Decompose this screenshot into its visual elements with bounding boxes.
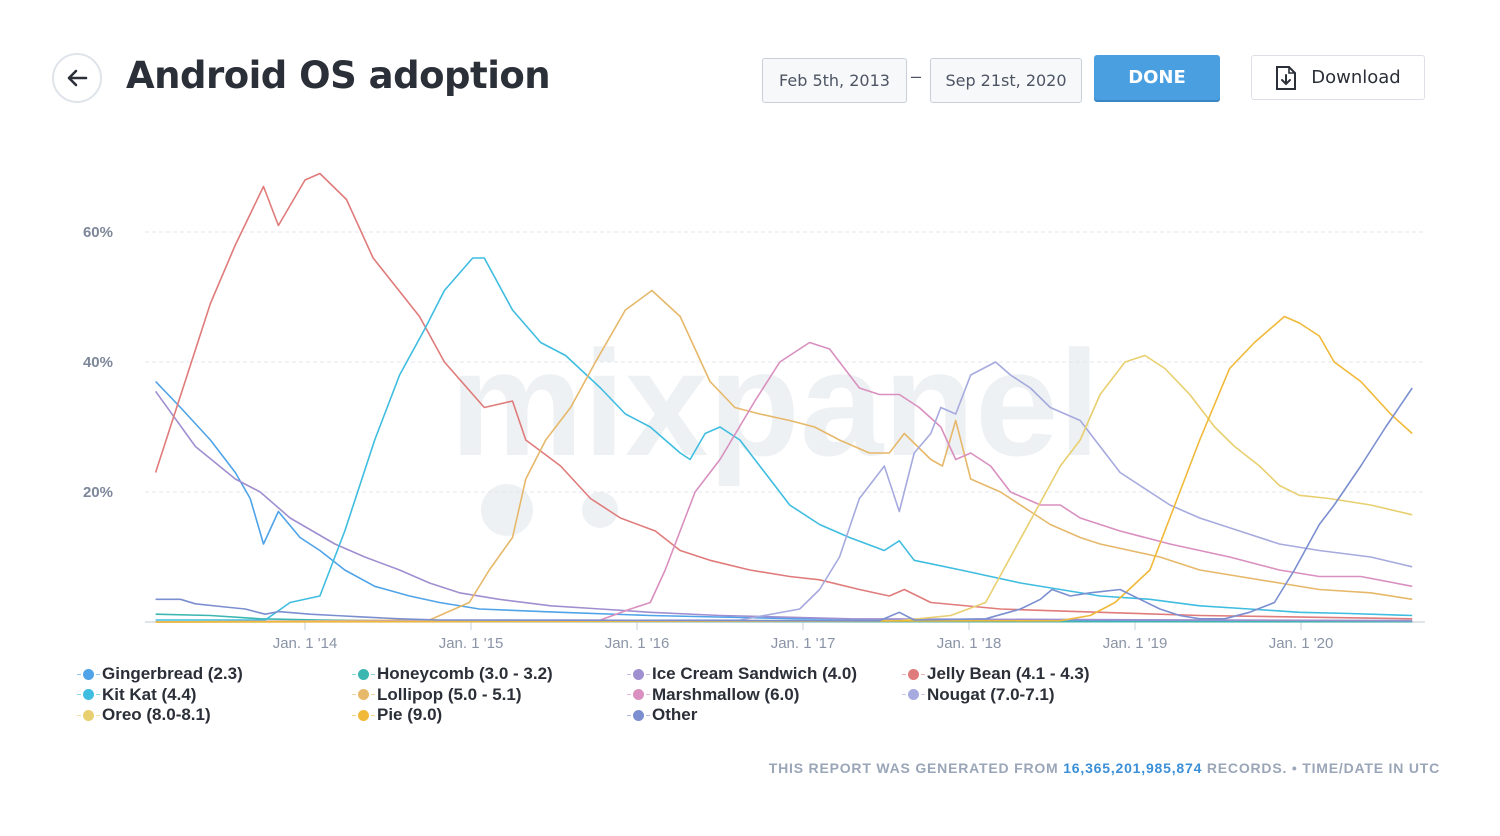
legend-item[interactable]: Ice Cream Sandwich (4.0) (627, 664, 858, 684)
x-tick-label: Jan. 1 '14 (273, 635, 338, 652)
watermark-logo: mixpanel (450, 319, 1100, 487)
x-tick-label: Jan. 1 '18 (937, 635, 1002, 652)
legend-item[interactable]: Marshmallow (6.0) (627, 684, 800, 705)
series-line-jelly[interactable] (154, 172, 1413, 620)
footer-prefix: THIS REPORT WAS GENERATED FROM (768, 760, 1064, 776)
legend-label: Marshmallow (6.0) (652, 684, 800, 704)
legend-dot-icon (627, 709, 650, 721)
date-to-input[interactable]: Sep 21st, 2020 (930, 58, 1082, 103)
series-line-oreo[interactable] (155, 354, 1413, 623)
page-title: Android OS adoption (126, 54, 551, 97)
legend-item[interactable]: Pie (9.0) (352, 705, 443, 725)
legend-dot-icon (627, 689, 650, 700)
legend-dot-icon (352, 668, 375, 680)
legend-label: Nougat (7.0-7.1) (927, 684, 1055, 704)
download-file-icon (1276, 65, 1297, 90)
legend-label: Oreo (8.0-8.1) (102, 705, 211, 724)
report-footer: THIS REPORT WAS GENERATED FROM 16,365,20… (769, 760, 1440, 776)
legend-label: Jelly Bean (4.1 - 4.3) (927, 664, 1090, 683)
series-line-kit[interactable] (155, 257, 1413, 621)
series-line-ice[interactable] (154, 390, 1413, 622)
y-tick-label: 60% (83, 224, 113, 241)
series-line-gingerbread[interactable] (155, 380, 1413, 622)
legend-dot-icon (902, 689, 925, 700)
watermark-dot (582, 492, 618, 528)
series-line-lollipop[interactable] (155, 289, 1413, 623)
y-tick-label: 20% (83, 484, 113, 501)
legend-item[interactable]: Oreo (8.0-8.1) (77, 705, 211, 725)
back-button[interactable] (52, 53, 102, 103)
arrow-left-icon (67, 69, 88, 87)
series-line-nougat[interactable] (155, 361, 1413, 623)
legend-label: Kit Kat (4.4) (102, 684, 197, 704)
download-label: Download (1311, 67, 1401, 88)
footer-suffix: RECORDS. • TIME/DATE IN UTC (1202, 760, 1440, 776)
legend-item[interactable]: Nougat (7.0-7.1) (902, 684, 1055, 705)
date-separator: – (911, 66, 922, 86)
legend-item[interactable]: Honeycomb (3.0 - 3.2) (352, 664, 553, 684)
legend-dot-icon (352, 709, 375, 721)
done-button[interactable]: DONE (1094, 55, 1220, 100)
legend-label: Pie (9.0) (377, 705, 443, 724)
legend-label: Ice Cream Sandwich (4.0) (652, 664, 858, 683)
legend-label: Lollipop (5.0 - 5.1) (377, 684, 522, 704)
y-tick-label: 40% (83, 354, 113, 371)
legend-item[interactable]: Gingerbread (2.3) (77, 664, 243, 684)
series-line-marshmallow[interactable] (155, 341, 1413, 623)
legend-item[interactable]: Lollipop (5.0 - 5.1) (352, 684, 522, 705)
legend-dot-icon (77, 689, 100, 700)
legend-dot-icon (77, 709, 100, 721)
x-tick-label: Jan. 1 '20 (1269, 635, 1334, 652)
legend-item[interactable]: Kit Kat (4.4) (77, 684, 197, 705)
legend-dot-icon (902, 668, 925, 680)
legend-dot-icon (77, 668, 100, 680)
legend-item[interactable]: Jelly Bean (4.1 - 4.3) (902, 664, 1090, 684)
legend-label: Honeycomb (3.0 - 3.2) (377, 664, 553, 683)
series-line-pie[interactable] (155, 315, 1413, 623)
legend-label: Other (652, 705, 698, 724)
x-tick-label: Jan. 1 '17 (771, 635, 836, 652)
x-tick-label: Jan. 1 '16 (605, 635, 670, 652)
x-tick-label: Jan. 1 '19 (1103, 635, 1168, 652)
records-count: 16,365,201,985,874 (1063, 760, 1203, 776)
date-from-input[interactable]: Feb 5th, 2013 (762, 58, 907, 103)
legend-dot-icon (627, 668, 650, 680)
download-button[interactable]: Download (1251, 55, 1425, 100)
legend-dot-icon (352, 689, 375, 700)
watermark-dot (481, 484, 533, 536)
line-chart: mixpanel 20% 40% 60% Jan. 1 '14 Jan. 1 '15 Ja… (83, 172, 1425, 652)
series-line-other[interactable] (155, 387, 1413, 622)
legend-item[interactable]: Other (627, 705, 698, 725)
legend-label: Gingerbread (2.3) (102, 664, 243, 683)
x-tick-label: Jan. 1 '15 (439, 635, 504, 652)
